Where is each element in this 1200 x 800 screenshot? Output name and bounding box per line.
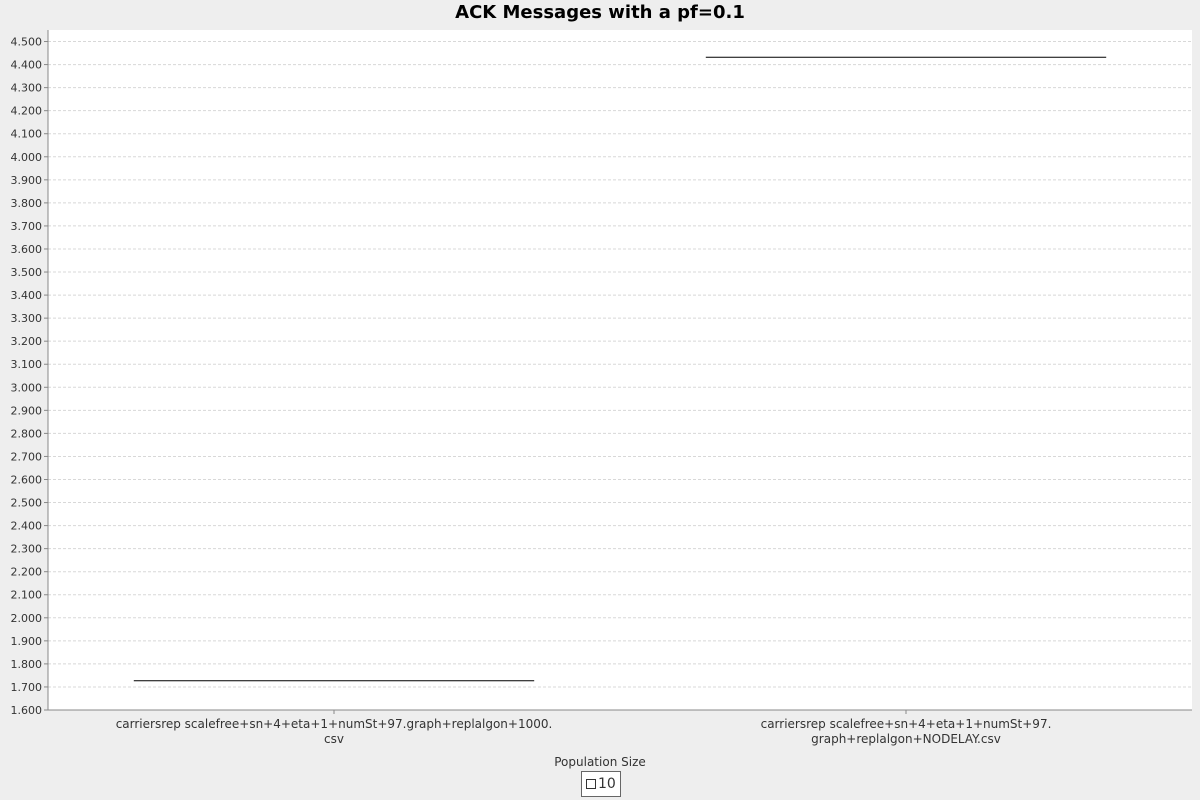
plot-area: [48, 30, 1192, 710]
y-tick-label: 3.000: [11, 381, 43, 394]
y-tick-label: 4.200: [11, 105, 43, 118]
x-category-label: carriersrep scalefree+sn+4+eta+1+numSt+9…: [116, 717, 553, 731]
y-tick-label: 3.100: [11, 358, 43, 371]
y-tick-label: 2.800: [11, 427, 43, 440]
y-tick-label: 2.000: [11, 612, 43, 625]
y-tick-label: 3.200: [11, 335, 43, 348]
y-tick-label: 4.400: [11, 59, 43, 72]
y-tick-label: 1.800: [11, 658, 43, 671]
x-category-label: carriersrep scalefree+sn+4+eta+1+numSt+9…: [761, 717, 1052, 731]
legend-swatch: [586, 779, 596, 789]
y-tick-label: 3.900: [11, 174, 43, 187]
x-axis-categories: carriersrep scalefree+sn+4+eta+1+numSt+9…: [116, 710, 1052, 746]
series-marks: [133, 56, 1107, 682]
y-tick-label: 2.200: [11, 566, 43, 579]
y-tick-label: 4.100: [11, 128, 43, 141]
y-tick-label: 4.500: [11, 36, 43, 49]
y-tick-label: 2.900: [11, 404, 43, 417]
y-tick-label: 2.600: [11, 473, 43, 486]
legend-label: 10: [598, 776, 616, 792]
y-tick-label: 3.400: [11, 289, 43, 302]
y-tick-label: 4.000: [11, 151, 43, 164]
y-tick-label: 1.900: [11, 635, 43, 648]
y-tick-label: 2.100: [11, 589, 43, 602]
y-tick-label: 3.300: [11, 312, 43, 325]
y-tick-label: 3.600: [11, 243, 43, 256]
y-tick-label: 2.300: [11, 543, 43, 556]
y-tick-label: 1.700: [11, 681, 43, 694]
x-category-label: graph+replalgon+NODELAY.csv: [811, 732, 1001, 746]
x-category-label: csv: [324, 732, 344, 746]
y-tick-label: 2.400: [11, 520, 43, 533]
chart-title: ACK Messages with a pf=0.1: [455, 2, 745, 23]
x-axis-title: Population Size: [554, 755, 646, 769]
y-tick-label: 3.700: [11, 220, 43, 233]
y-tick-label: 3.800: [11, 197, 43, 210]
y-axis-ticks: 1.600 1.700 1.800 1.900 2.000 2.100 2.200 2.300…: [11, 36, 48, 717]
legend: 10: [581, 771, 621, 797]
grid-lines: [48, 41, 1192, 711]
y-tick-label: 1.600: [11, 704, 43, 717]
y-tick-label: 2.700: [11, 450, 43, 463]
y-tick-label: 3.500: [11, 266, 43, 279]
y-tick-label: 4.300: [11, 82, 43, 95]
y-tick-label: 2.500: [11, 497, 43, 510]
